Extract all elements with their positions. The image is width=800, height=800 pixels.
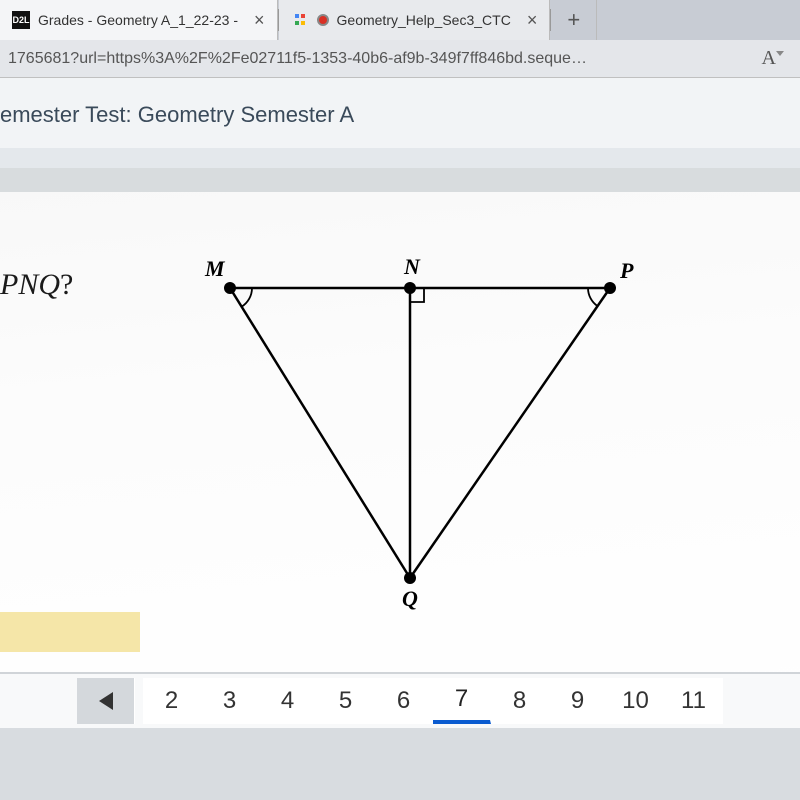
browser-tab-bar: D2L Grades - Geometry A_1_22-23 - × Geom…	[0, 0, 800, 40]
page-button-7[interactable]: 7	[433, 678, 491, 724]
page-button-10[interactable]: 10	[607, 678, 665, 724]
page-button-3[interactable]: 3	[201, 678, 259, 724]
divider	[0, 148, 800, 168]
font-size-icon[interactable]: A	[762, 47, 776, 70]
close-icon[interactable]: ×	[254, 10, 265, 31]
question-mark: ?	[60, 268, 73, 301]
page-button-11[interactable]: 11	[665, 678, 723, 724]
page-button-2[interactable]: 2	[143, 678, 201, 724]
top-strip	[0, 168, 800, 192]
tab-title-2: Geometry_Help_Sec3_CTC	[337, 12, 511, 28]
vertex-label-q: Q	[402, 586, 418, 612]
browser-tab-geometry-help[interactable]: Geometry_Help_Sec3_CTC ×	[279, 0, 551, 40]
vertex-label-p: P	[620, 258, 633, 284]
page-button-9[interactable]: 9	[549, 678, 607, 724]
question-prefix: PNQ	[0, 268, 60, 301]
page-title: emester Test: Geometry Semester A	[0, 78, 800, 148]
question-pager: 234567891011	[0, 672, 800, 728]
geometry-diagram: M N P Q	[190, 248, 650, 628]
page-button-8[interactable]: 8	[491, 678, 549, 724]
address-bar[interactable]: 1765681?url=https%3A%2F%2Fe02711f5-1353-…	[0, 40, 800, 78]
docs-favicon	[291, 11, 309, 29]
tab-title-1: Grades - Geometry A_1_22-23 -	[38, 12, 238, 28]
page-button-6[interactable]: 6	[375, 678, 433, 724]
diagram-svg	[190, 248, 650, 628]
page-button-5[interactable]: 5	[317, 678, 375, 724]
vertex-label-m: M	[205, 256, 225, 282]
chevron-left-icon	[99, 692, 113, 710]
browser-tab-grades[interactable]: D2L Grades - Geometry A_1_22-23 - ×	[0, 0, 278, 40]
d2l-favicon: D2L	[12, 11, 30, 29]
close-icon[interactable]: ×	[527, 10, 538, 31]
page-button-4[interactable]: 4	[259, 678, 317, 724]
question-label: PNQ?	[0, 268, 73, 302]
prev-page-button[interactable]	[77, 678, 135, 724]
question-content: PNQ? M N P Q 234567891011	[0, 168, 800, 728]
record-icon	[317, 14, 329, 26]
url-text: 1765681?url=https%3A%2F%2Fe02711f5-1353-…	[8, 50, 754, 68]
vertex-label-n: N	[404, 254, 420, 280]
answer-highlight[interactable]	[0, 612, 140, 652]
new-tab-button[interactable]: +	[551, 0, 597, 40]
